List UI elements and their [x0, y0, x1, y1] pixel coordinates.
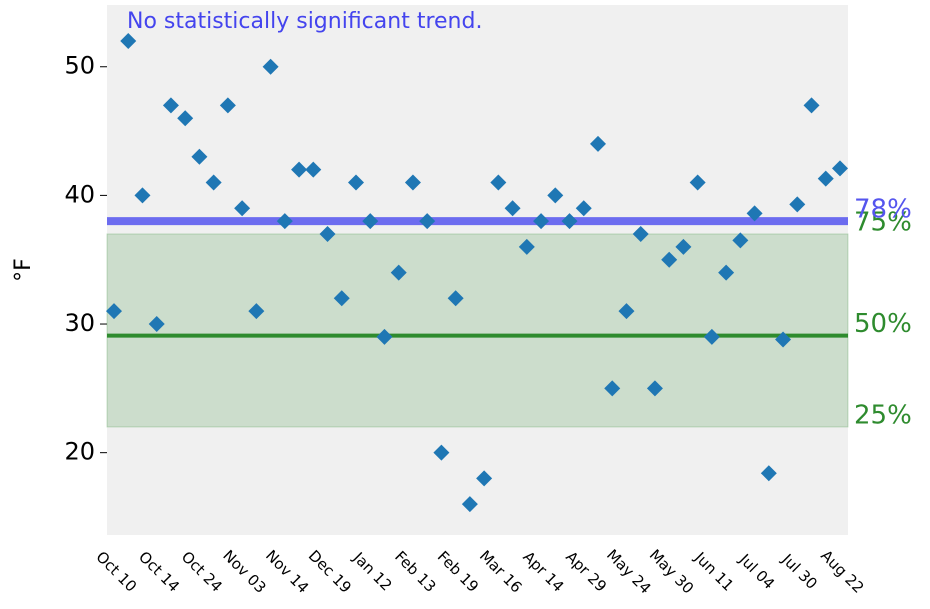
point [447, 290, 464, 307]
point [490, 174, 507, 191]
point [433, 444, 450, 461]
point [262, 58, 279, 75]
point [205, 174, 222, 191]
point [376, 328, 393, 345]
point [390, 264, 407, 281]
point [661, 251, 678, 268]
point [817, 170, 834, 187]
percentile-band [106, 233, 849, 428]
point [276, 213, 293, 230]
point [504, 200, 521, 217]
point [618, 303, 635, 320]
point [760, 465, 777, 482]
x-tick-label: Jan 12 [349, 548, 396, 595]
y-tick-label: 50 [64, 52, 95, 80]
point [646, 380, 663, 397]
point [234, 200, 251, 217]
annotation: No statistically significant trend. [127, 9, 482, 34]
point [518, 238, 535, 255]
point [689, 174, 706, 191]
percentile-label: 25% [854, 400, 912, 430]
point [675, 238, 692, 255]
point [319, 225, 336, 242]
point [832, 160, 848, 177]
point [718, 264, 735, 281]
y-axis-label: °F [11, 258, 36, 282]
x-tick-label: Jun 11 [690, 548, 737, 595]
point [333, 290, 350, 307]
point [789, 196, 806, 213]
x-tick-label: Dec 19 [305, 547, 355, 597]
point [533, 213, 550, 230]
x-tick-label: Oct 14 [135, 548, 183, 596]
x-tick-label: Feb 19 [434, 547, 482, 595]
point [191, 148, 208, 165]
x-tick-label: Oct 10 [92, 548, 140, 596]
percentile-label: 75% [854, 207, 912, 237]
point [590, 135, 606, 152]
point [803, 97, 820, 114]
point [419, 213, 436, 230]
point [120, 33, 137, 50]
x-tick-label: Jul 04 [735, 550, 778, 593]
point [632, 225, 649, 242]
point [177, 110, 194, 127]
point [561, 213, 578, 230]
point [362, 213, 379, 230]
point [404, 174, 421, 191]
x-tick-label: Feb 13 [391, 547, 439, 595]
x-tick-label: Apr 14 [519, 548, 567, 596]
point [162, 97, 179, 114]
point [732, 232, 749, 249]
point [248, 303, 265, 320]
x-tick-label: Nov 14 [262, 546, 312, 596]
point [291, 161, 308, 178]
point [106, 303, 122, 320]
y-tick-label: 40 [64, 180, 95, 208]
y-tick-label: 20 [64, 438, 95, 466]
reference-label: 78% [854, 195, 912, 225]
x-tick-label: May 30 [646, 546, 698, 598]
point [604, 380, 621, 397]
x-tick-label: Apr 29 [562, 548, 610, 596]
x-tick-label: Aug 22 [817, 546, 867, 596]
point [148, 316, 165, 333]
point [461, 496, 478, 513]
point [775, 331, 792, 348]
x-tick-label: Nov 03 [219, 546, 269, 596]
point [348, 174, 364, 191]
x-tick-label: Mar 16 [476, 547, 526, 597]
y-tick-label: 30 [64, 309, 95, 337]
point [746, 205, 763, 222]
x-tick-label: Oct 24 [178, 548, 226, 596]
percentile-label: 50% [854, 309, 912, 339]
x-tick-label: May 24 [603, 546, 655, 598]
point [703, 328, 720, 345]
x-tick-label: Jul 30 [778, 550, 821, 593]
point [476, 470, 493, 487]
point [134, 187, 151, 204]
point [305, 161, 322, 178]
point [219, 97, 236, 114]
point [575, 200, 592, 217]
point [547, 187, 564, 204]
